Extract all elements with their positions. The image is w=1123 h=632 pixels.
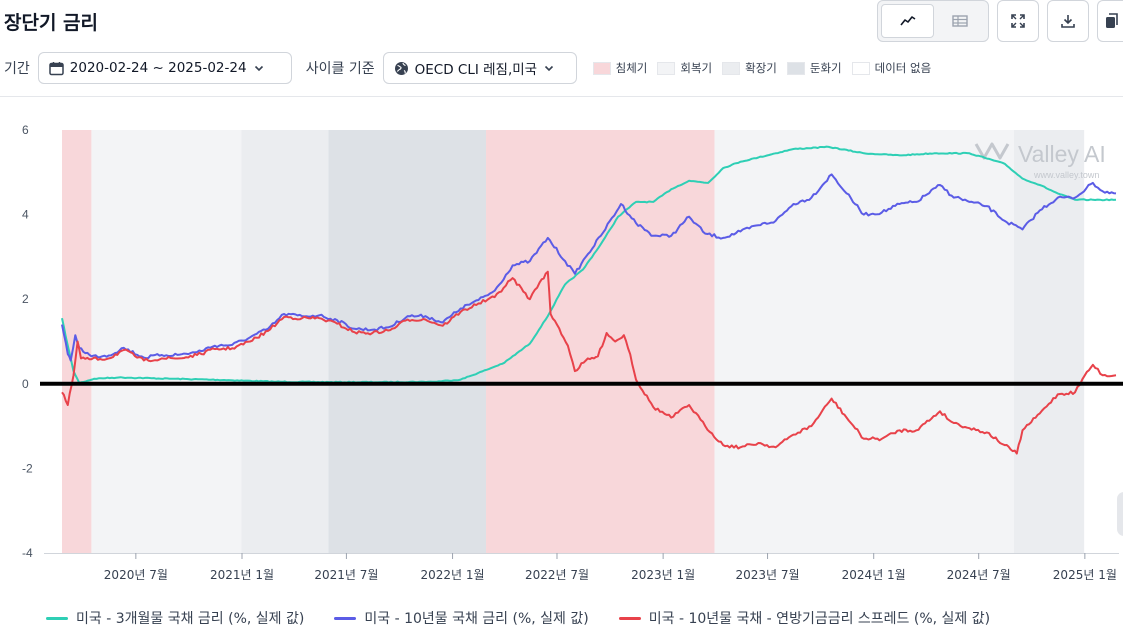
series-legend-item[interactable]: 미국 - 3개월물 국채 금리 (%, 실제 값) [46, 608, 304, 628]
x-tick-label: 2023년 7월 [736, 568, 800, 582]
chevron-down-icon [254, 65, 263, 72]
series-legend-item[interactable]: 미국 - 10년물 국채 금리 (%, 실제 값) [334, 608, 589, 628]
expand-icon [1011, 14, 1025, 28]
line-chart-icon [899, 16, 915, 26]
filter-bar: 기간 2020-02-24 ~ 2025-02-24 사이클 기준 OECD C… [4, 52, 1123, 84]
series-legend-item[interactable]: 미국 - 10년물 국채 - 연방기금금리 스프레드 (%, 실제 값) [618, 608, 991, 628]
regime-band [241, 130, 329, 553]
rate-chart: -4 -2 0 2 4 6 2020년 7월 2021년 1월 2021년 7월 2022년 1… [22, 123, 1123, 582]
series-legend: 미국 - 3개월물 국채 금리 (%, 실제 값) 미국 - 10년물 국채 금… [46, 608, 990, 628]
series-swatch [334, 616, 357, 620]
regime-bands [62, 130, 1116, 553]
header-divider [0, 96, 1123, 97]
chevron-down-icon [545, 65, 554, 72]
x-tick-label: 2021년 7월 [314, 568, 378, 582]
phase-legend-item: 회복기 [657, 60, 712, 76]
download-icon [1061, 15, 1075, 28]
y-tick-label: -4 [22, 546, 33, 560]
y-tick-label: 0 [22, 377, 29, 391]
series-swatch [618, 616, 641, 620]
cycle-value: OECD CLI 레짐,미국 [414, 62, 538, 78]
phase-swatch [657, 61, 676, 75]
regime-band [486, 130, 715, 553]
series-label: 미국 - 10년물 국채 금리 (%, 실제 값) [364, 611, 589, 627]
phase-swatch [592, 61, 611, 75]
regime-band [1013, 130, 1085, 553]
regime-band [91, 130, 242, 553]
watermark-brand: Valley AI [1018, 141, 1106, 167]
x-tick-label: 2023년 1월 [631, 568, 695, 582]
phase-swatch [851, 61, 870, 75]
y-tick-label: 6 [22, 123, 29, 137]
series-label: 미국 - 3개월물 국채 금리 (%, 실제 값) [76, 611, 305, 627]
copy-icon [1106, 13, 1118, 28]
x-tick-label: 2021년 1월 [210, 568, 274, 582]
cycle-label: 사이클 기준 [305, 61, 375, 77]
phase-legend-item: 침체기 [592, 60, 648, 76]
globe-icon [394, 61, 408, 75]
x-tick-label: 2024년 7월 [947, 568, 1011, 582]
phase-legend-item: 확장기 [722, 60, 777, 76]
series-line-2 [61, 173, 1117, 362]
phase-swatch [722, 61, 741, 75]
period-label: 기간 [4, 61, 30, 77]
download-button[interactable] [1047, 0, 1089, 42]
series-line-1 [61, 145, 1117, 384]
phase-legend: 침체기 회복기 확장기 둔화기 데이터 없음 [592, 60, 932, 76]
period-dropdown[interactable]: 2020-02-24 ~ 2025-02-24 [37, 52, 292, 84]
expand-button[interactable] [997, 0, 1039, 42]
y-tick-label: -2 [22, 461, 33, 475]
phase-legend-item: 데이터 없음 [851, 60, 932, 76]
regime-band [714, 130, 1014, 553]
watermark: Valley AI www.valley.town [974, 141, 1106, 180]
table-view-button[interactable] [934, 4, 985, 38]
x-tick-label: 2022년 1월 [421, 568, 485, 582]
watermark-url: www.valley.town [1033, 170, 1099, 180]
x-axis: 2020년 7월 2021년 1월 2021년 7월 2022년 1월 2022년 7월… [44, 553, 1119, 582]
phase-legend-item: 둔화기 [786, 60, 842, 76]
valley-logo-icon [974, 142, 1010, 160]
regime-band [328, 130, 487, 553]
line-chart-view-button[interactable] [881, 4, 934, 38]
calendar-icon [49, 61, 64, 75]
series-swatch [46, 616, 68, 620]
series-line-3 [61, 270, 1117, 455]
toolbar [877, 0, 1123, 42]
period-value: 2020-02-24 ~ 2025-02-24 [69, 60, 247, 76]
y-axis: -4 -2 0 2 4 6 [22, 123, 33, 560]
view-toggle [877, 0, 989, 42]
phase-label: 데이터 없음 [874, 61, 932, 75]
table-icon [951, 15, 968, 27]
phase-label: 둔화기 [809, 61, 842, 75]
page-title: 장단기 금리 [4, 12, 99, 34]
phase-label: 회복기 [680, 61, 713, 75]
phase-label: 확장기 [745, 61, 777, 75]
series-lines [61, 145, 1117, 455]
x-tick-label: 2025년 1월 [1053, 568, 1117, 582]
scroll-handle[interactable] [1117, 492, 1123, 536]
series-label: 미국 - 10년물 국채 - 연방기금금리 스프레드 (%, 실제 값) [648, 611, 991, 627]
x-tick-label: 2024년 1월 [842, 568, 906, 582]
cycle-dropdown[interactable]: OECD CLI 레짐,미국 [382, 52, 577, 84]
y-tick-label: 4 [22, 208, 29, 222]
x-tick-label: 2022년 7월 [525, 568, 589, 582]
phase-label: 침체기 [615, 61, 648, 75]
y-tick-label: 2 [22, 292, 29, 306]
copy-button[interactable] [1097, 0, 1123, 42]
phase-swatch [786, 61, 805, 75]
x-tick-label: 2020년 7월 [104, 568, 168, 582]
